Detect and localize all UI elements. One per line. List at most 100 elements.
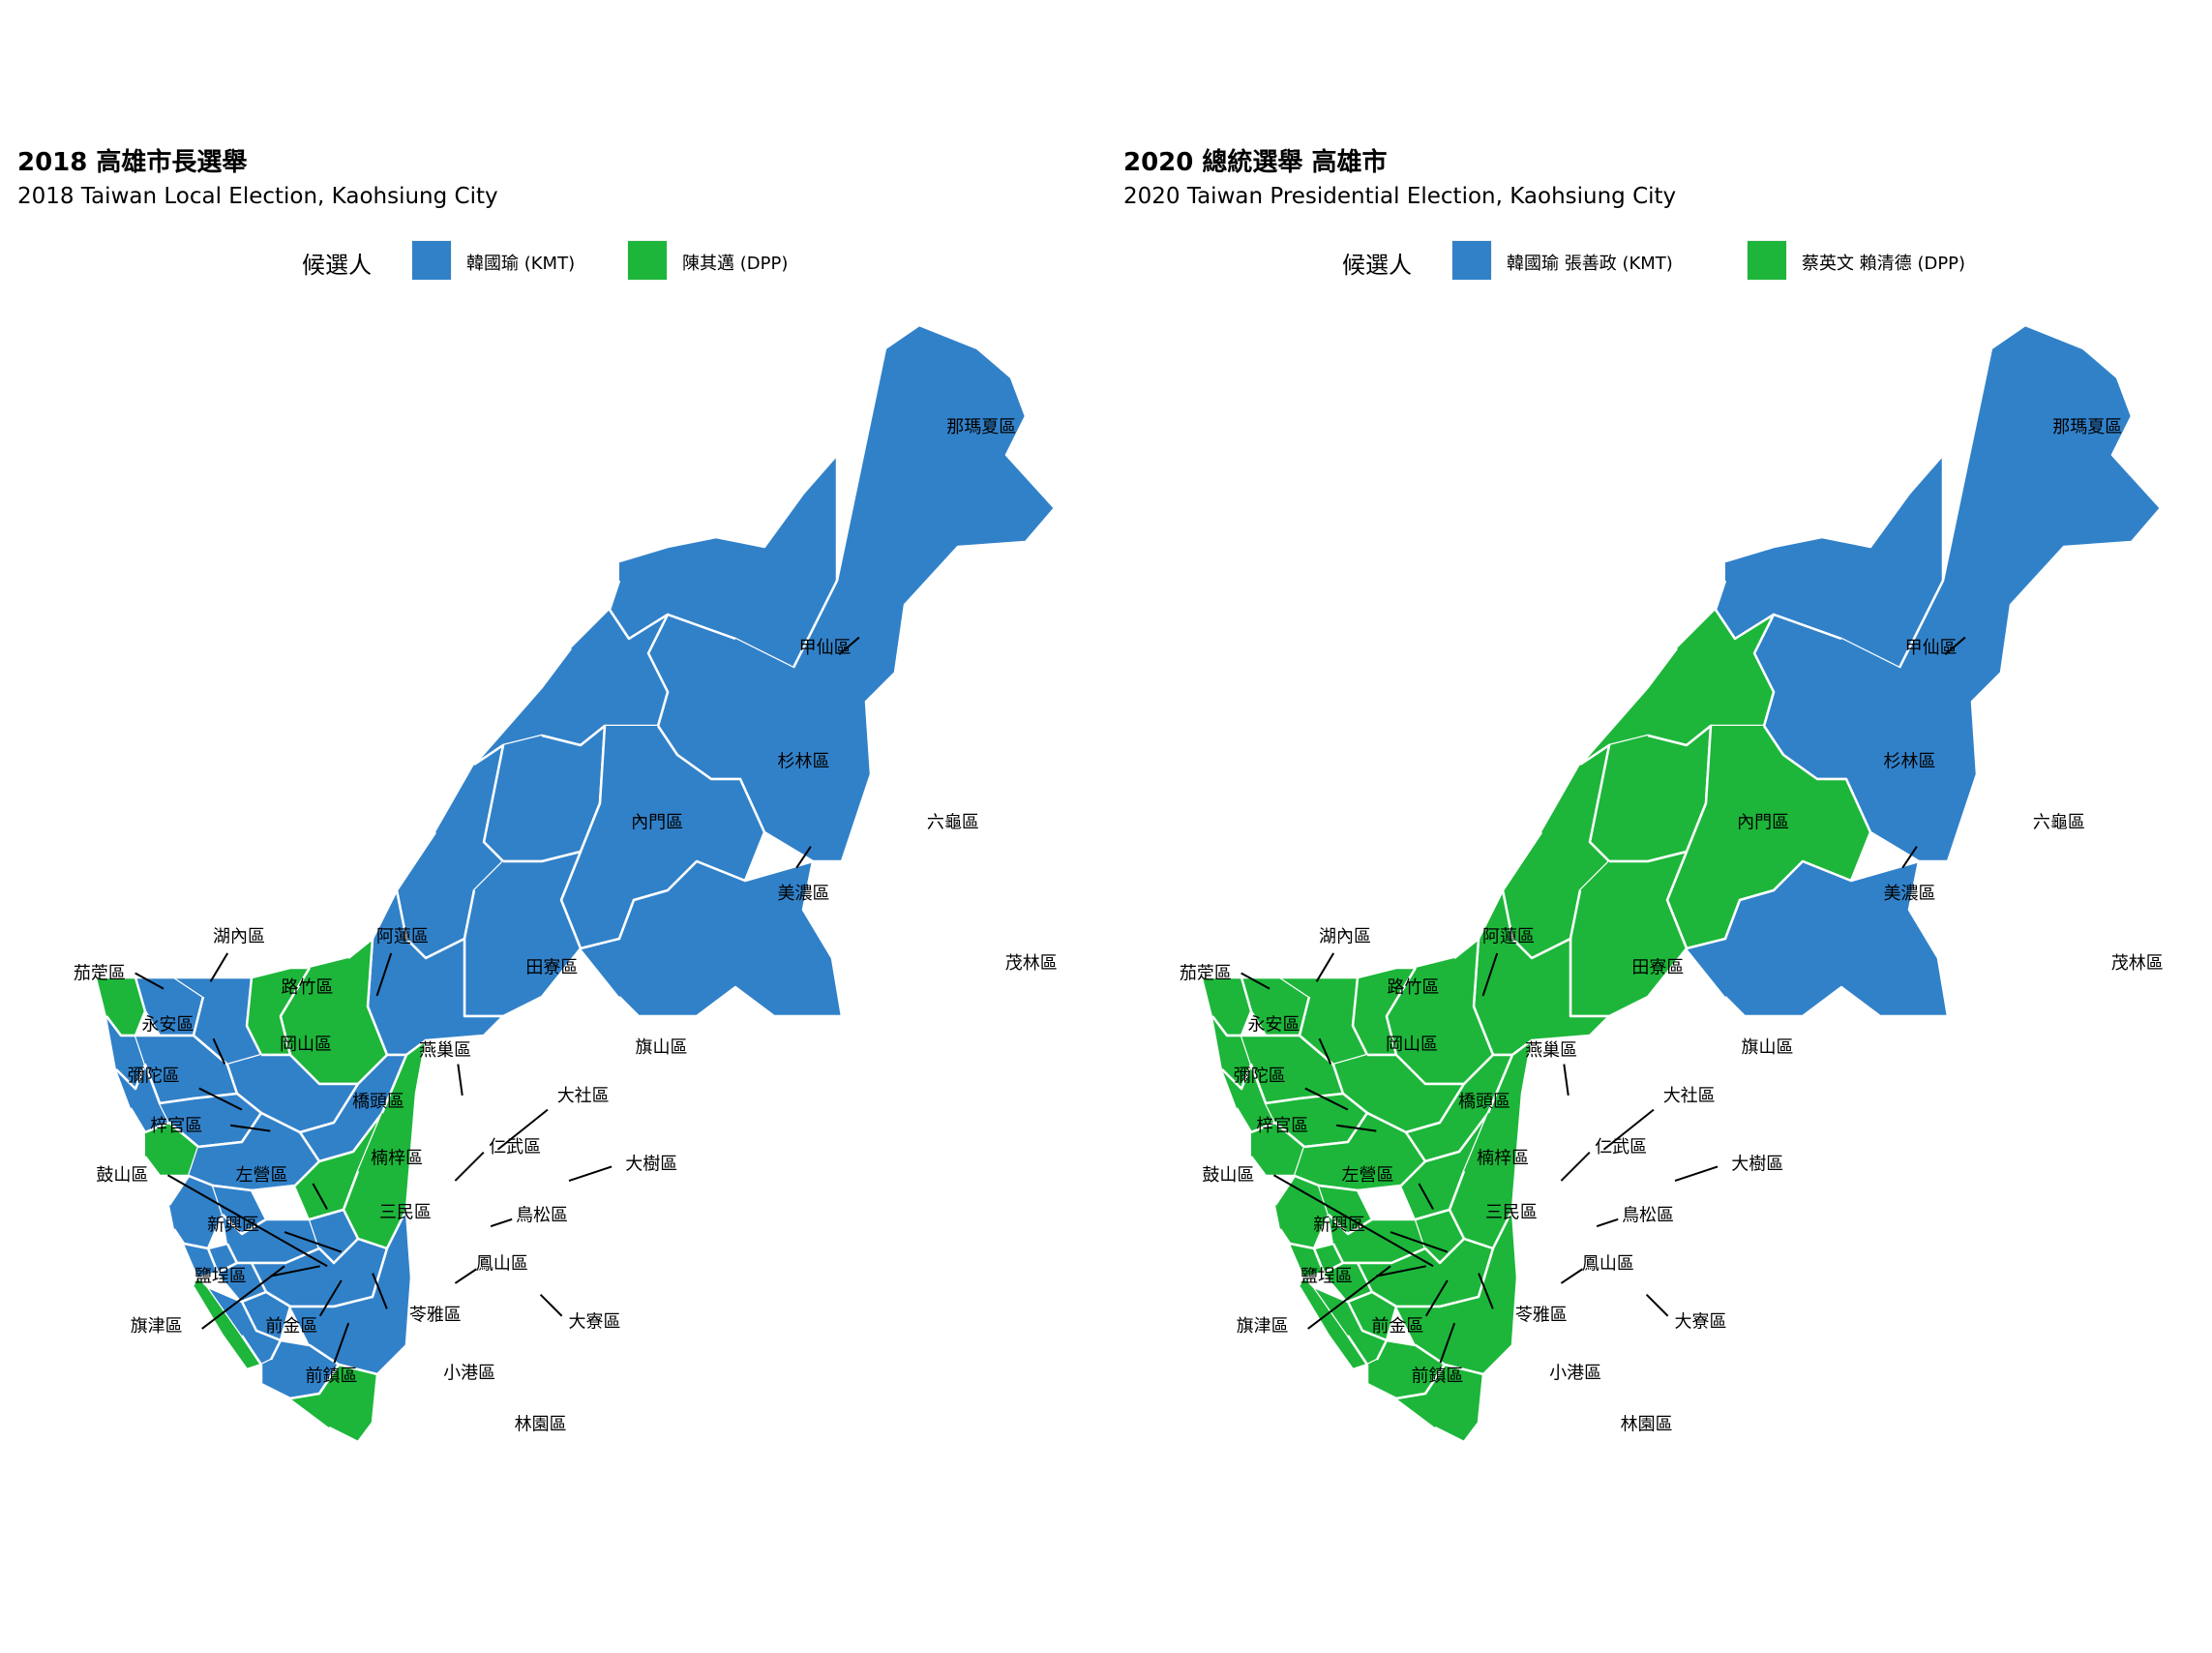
district-茂林區 [580,859,844,1018]
district-label: 橋頭區 [352,1092,404,1112]
district-label: 大社區 [557,1086,610,1106]
leader-line-湖內區 [209,952,229,982]
leader-line-杉林區 [1901,846,1918,869]
district-label: 岡山區 [280,1035,332,1055]
district-labels: 那瑪夏區桃源區甲仙區杉林區六龜區內門區美濃區茂林區旗山區湖內區阿蓮區茄萣區路竹區… [74,417,1058,1434]
leader-line-苓雅區 [372,1273,388,1309]
leader-line-大樹區 [568,1165,613,1183]
leader-line-新興區 [1390,1231,1449,1253]
district-label: 燕巢區 [419,1040,471,1061]
district-茂林區 [1686,859,1950,1018]
district-label: 大寮區 [568,1312,620,1333]
district-label: 旗津區 [1237,1316,1289,1337]
leader-line-湖內區 [1315,952,1335,982]
legend-key-dpp [1747,240,1787,281]
leader-line-前鎮區 [333,1322,350,1364]
district-label: 旗津區 [131,1316,183,1337]
district-label: 鼓山區 [96,1165,148,1186]
leader-line-大寮區 [1645,1293,1669,1317]
district-鹽埕區 [183,1242,220,1279]
district-label: 湖內區 [1319,926,1371,947]
district-label: 楠梓區 [371,1149,423,1169]
district-label: 六龜區 [927,813,979,833]
leader-line-鳳山區 [1560,1268,1584,1284]
district-label: 阿蓮區 [376,926,429,947]
leader-line-前金區 [1424,1279,1449,1317]
district-map: 那瑪夏區桃源區甲仙區杉林區六龜區內門區美濃區茂林區旗山區湖內區阿蓮區茄萣區路竹區… [74,323,1058,1444]
district-label: 美濃區 [778,884,830,904]
leader-line-苓雅區 [1478,1273,1494,1309]
leader-line-前金區 [318,1279,343,1317]
district-label: 路竹區 [1388,977,1440,998]
district-label: 內門區 [1737,813,1789,833]
district-label: 永安區 [1247,1014,1300,1035]
district-label: 大樹區 [1731,1154,1783,1174]
district-label: 茂林區 [1005,953,1058,974]
district-label: 田寮區 [1631,958,1684,978]
district-label: 楠梓區 [1477,1149,1529,1169]
district-map: 那瑪夏區桃源區甲仙區杉林區六龜區內門區美濃區茂林區旗山區湖內區阿蓮區茄萣區路竹區… [1180,323,2164,1444]
district-label: 梓官區 [150,1116,202,1136]
district-label: 前金區 [1371,1316,1423,1337]
district-label: 三民區 [1485,1202,1538,1222]
legend-label-kmt: 韓國瑜 張善政 (KMT) [1507,254,1673,274]
district-label: 小港區 [1549,1364,1601,1384]
district-label: 鼓山區 [1202,1165,1254,1186]
district-label: 前鎮區 [1412,1366,1464,1386]
district-label: 苓雅區 [409,1305,462,1325]
district-label: 甲仙區 [799,638,852,658]
leader-line-茄萣區 [1241,972,1270,990]
leader-line-左營區 [1418,1183,1434,1210]
district-茄萣區 [1203,976,1253,1037]
district-label: 旗山區 [1742,1037,1794,1058]
leader-line-梓官區 [1335,1124,1377,1132]
district-label: 橋頭區 [1458,1092,1510,1112]
district-label: 大樹區 [625,1154,677,1174]
legend-key-kmt [411,240,452,281]
district-label: 大社區 [1663,1086,1716,1106]
map-title: 2020 總統選舉 高雄市 [1123,148,1388,177]
leader-line-茄萣區 [135,972,164,990]
district-茄萣區 [97,976,147,1037]
district-label: 茄萣區 [1180,963,1232,983]
leader-line-彌陀區 [198,1087,243,1111]
district-label: 大寮區 [1674,1312,1726,1333]
legend-key-kmt [1451,240,1492,281]
district-label: 那瑪夏區 [946,417,1016,437]
district-label: 左營區 [235,1165,287,1186]
district-label: 阿蓮區 [1482,926,1535,947]
district-label: 杉林區 [1884,751,1936,771]
district-label: 燕巢區 [1525,1040,1577,1061]
district-label: 鳳山區 [476,1253,528,1274]
leader-line-仁武區 [1560,1151,1591,1182]
leader-line-燕巢區 [1563,1064,1569,1097]
district-label: 仁武區 [1595,1137,1647,1157]
map-subtitle: 2018 Taiwan Local Election, Kaohsiung Ci… [17,184,498,209]
legend-title: 候選人 [1342,252,1412,279]
district-label: 旗山區 [636,1037,688,1058]
district-label: 六龜區 [2033,813,2085,833]
district-label: 林園區 [1621,1414,1673,1434]
district-label: 路竹區 [282,977,334,998]
map-panel-2018: 2018 高雄市長選舉 2018 Taiwan Local Election, … [17,148,1058,1444]
leader-line-阿蓮區 [1481,952,1499,997]
district-label: 苓雅區 [1515,1305,1568,1325]
leader-line-仁武區 [454,1151,485,1182]
leader-lines [1241,636,1966,1364]
leader-line-旗津區 [201,1265,285,1330]
leader-line-杉林區 [795,846,812,869]
district-label: 茂林區 [2111,953,2164,974]
district-label: 林園區 [515,1414,567,1434]
leader-line-鼓山區 [1272,1174,1434,1268]
leader-line-大社區 [1602,1108,1655,1151]
district-label: 左營區 [1341,1165,1393,1186]
district-林園區 [1395,1363,1485,1444]
district-label: 小港區 [443,1364,495,1384]
leader-line-新興區 [284,1231,343,1253]
legend: 候選人 韓國瑜 張善政 (KMT) 蔡英文 賴清德 (DPP) [1106,240,2212,283]
leader-line-大社區 [496,1108,549,1151]
map-title: 2018 高雄市長選舉 [17,148,248,177]
district-林園區 [289,1363,379,1444]
district-label: 永安區 [141,1014,194,1035]
district-label: 那瑪夏區 [2052,417,2122,437]
